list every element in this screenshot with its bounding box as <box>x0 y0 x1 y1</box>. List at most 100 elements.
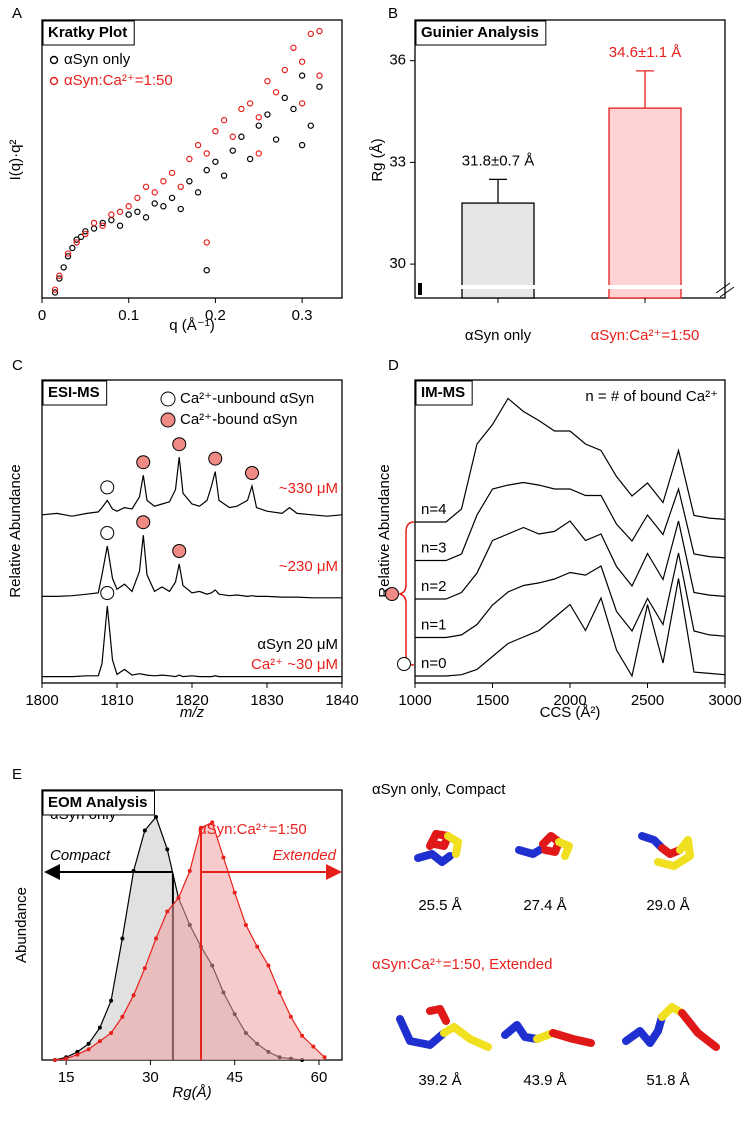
data-point <box>177 183 184 190</box>
title-box <box>42 380 108 406</box>
data-point <box>142 183 150 190</box>
structure-size: 51.8 Å <box>646 1072 689 1089</box>
data-point <box>69 244 76 252</box>
series-label: αSyn:Ca²⁺=1:50 <box>198 821 307 838</box>
curve-point <box>210 820 215 825</box>
data-point <box>125 203 132 210</box>
bar <box>461 202 535 299</box>
legend-marker <box>49 55 59 65</box>
curve-point <box>288 1014 293 1019</box>
legend-marker <box>160 391 176 407</box>
data-point <box>316 27 323 35</box>
curve-point <box>109 998 114 1003</box>
x-axis-label: m/z <box>180 704 205 721</box>
curve-point <box>131 993 136 998</box>
x-tick-label: αSyn only <box>465 327 532 344</box>
panel-letter: D <box>388 357 399 374</box>
curve-point <box>97 1039 102 1044</box>
title-box <box>415 20 547 46</box>
data-point <box>73 236 80 243</box>
structure-group-title: αSyn:Ca²⁺=1:50, Extended <box>372 956 552 973</box>
series-label: n=3 <box>421 539 446 556</box>
curve-point <box>311 1044 316 1049</box>
curve-point <box>109 1031 114 1035</box>
curve-point <box>86 1041 91 1046</box>
data-point <box>229 133 236 140</box>
x-axis-label: CCS (Å²) <box>540 704 601 721</box>
curve-point <box>52 1058 57 1062</box>
y-tick-label: 36 <box>389 52 406 69</box>
structure-group-title: αSyn only, Compact <box>372 781 506 798</box>
series-label: Ca²⁺ ~30 μM <box>251 656 338 673</box>
ccs-line <box>415 397 726 523</box>
y-axis-label: Relative Abundance <box>7 464 24 597</box>
data-point <box>186 178 193 185</box>
structure-size: 27.4 Å <box>523 897 566 914</box>
data-point <box>56 275 63 282</box>
x-tick-label: 0 <box>38 307 46 324</box>
peak-marker <box>245 466 259 480</box>
peak-marker <box>100 526 115 540</box>
y-tick-label: 30 <box>389 255 406 272</box>
legend-label: αSyn:Ca²⁺=1:50 <box>64 72 173 89</box>
data-point <box>307 30 314 38</box>
x-tick-label: 1000 <box>398 692 431 709</box>
curve-point <box>165 847 170 852</box>
data-point <box>298 100 306 107</box>
legend-marker <box>160 412 176 428</box>
curve-point <box>142 828 147 833</box>
y-tick-label: 33 <box>389 153 406 170</box>
y-axis-label: Abundance <box>13 887 30 963</box>
data-point <box>255 114 262 121</box>
data-point <box>160 178 167 185</box>
ccs-line <box>415 578 726 678</box>
data-point <box>246 155 254 163</box>
y-axis-label: Rg (Å) <box>369 138 386 181</box>
ccs-line <box>415 552 726 639</box>
series-label: n=0 <box>421 655 446 672</box>
spectrum-line <box>42 605 342 678</box>
title-box <box>42 790 155 816</box>
panel-title: IM-MS <box>421 384 465 401</box>
curve-point <box>165 909 170 914</box>
data-point <box>99 219 106 227</box>
peak-marker <box>172 544 187 558</box>
x-tick-label: 60 <box>311 1069 328 1086</box>
data-point <box>142 214 150 221</box>
data-point <box>203 150 210 157</box>
data-point <box>281 66 288 74</box>
data-point <box>290 105 297 113</box>
curve-point <box>75 1052 80 1057</box>
panel-title: ESI-MS <box>48 384 100 401</box>
curve-point <box>277 990 282 995</box>
data-point <box>116 222 124 229</box>
data-point <box>82 228 89 235</box>
series-label: αSyn 20 μM <box>257 636 338 653</box>
data-point <box>108 216 115 224</box>
x-tick-label: 2500 <box>631 692 664 709</box>
data-point <box>64 253 72 260</box>
data-point <box>99 222 106 229</box>
peak-marker <box>136 455 151 470</box>
data-point <box>316 83 323 90</box>
structure-segment <box>549 1029 595 1047</box>
panel-title: EOM Analysis <box>48 794 147 811</box>
structure-segment <box>426 1005 450 1025</box>
data-point <box>51 289 59 296</box>
spectrum-line <box>42 535 342 599</box>
spectrum-line <box>41 457 343 517</box>
x-tick-label: 1830 <box>250 692 283 709</box>
curve-point <box>97 1025 102 1030</box>
curve-point <box>154 936 159 941</box>
x-tick-label: 1500 <box>476 692 509 709</box>
structure-segment <box>654 836 694 870</box>
peak-marker <box>172 437 187 452</box>
data-point <box>51 286 59 293</box>
panel-letter: C <box>12 357 23 374</box>
data-point <box>290 44 297 52</box>
data-point <box>73 239 80 246</box>
legend-label: αSyn only <box>64 51 131 68</box>
data-point <box>220 172 228 179</box>
data-point <box>90 225 98 232</box>
